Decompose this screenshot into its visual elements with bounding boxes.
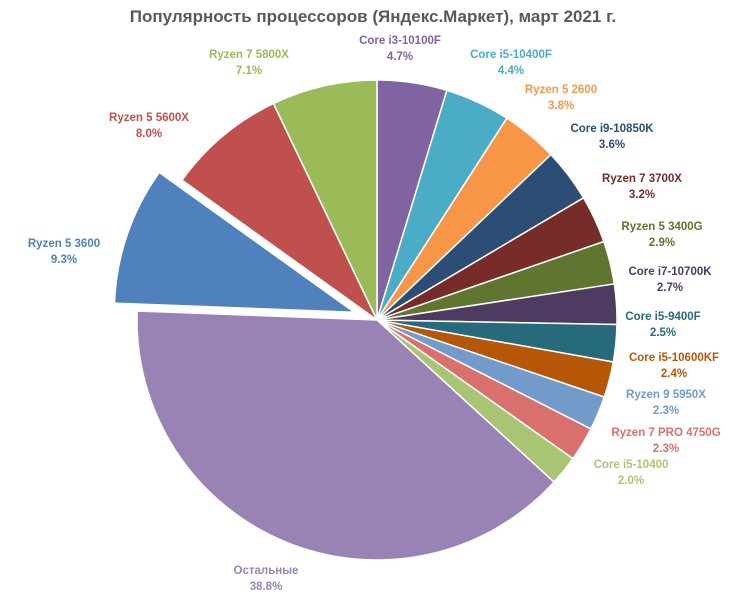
pie-slice-ryzen-5-5600x <box>180 102 378 321</box>
slice-label-name: Ryzen 5 2600 <box>525 84 597 96</box>
slice-label-value: 4.7% <box>387 51 413 63</box>
slice-label-ryzen-9-5950x: Ryzen 9 5950X 2.3% <box>626 389 706 417</box>
slice-label-ryzen-7-3700x: Ryzen 7 3700X 3.2% <box>602 173 682 201</box>
slice-label-core-i5-10600kf: Core i5-10600KF 2.4% <box>629 352 719 380</box>
slice-label-ryzen-7-5800x: Ryzen 7 5800X 7.1% <box>209 49 289 77</box>
slice-label-name: Остальные <box>234 565 299 577</box>
slice-label-value: 4.4% <box>498 65 524 77</box>
slice-label-остальные: Остальные 38.8% <box>234 565 299 593</box>
slice-label-name: Ryzen 5 5600X <box>109 112 189 124</box>
slice-label-name: Core i5-10400 <box>594 459 669 471</box>
slice-label-value: 8.0% <box>136 128 162 140</box>
slice-label-ryzen-5-2600: Ryzen 5 2600 3.8% <box>525 84 597 112</box>
slice-label-ryzen-5-3400g: Ryzen 5 3400G 2.9% <box>621 221 702 249</box>
slice-label-value: 2.3% <box>653 443 679 455</box>
slice-label-core-i5-10400: Core i5-10400 2.0% <box>594 459 669 487</box>
slice-label-name: Ryzen 7 3700X <box>602 173 682 185</box>
pie-slice-остальные <box>136 310 556 561</box>
slice-label-name: Core i7-10700K <box>628 266 712 278</box>
slice-label-core-i7-10700k: Core i7-10700K 2.7% <box>628 266 712 294</box>
slice-label-name: Ryzen 5 3600 <box>28 238 100 250</box>
slice-label-value: 2.5% <box>650 327 676 339</box>
slice-label-core-i9-10850k: Core i9-10850K 3.6% <box>570 123 654 151</box>
slice-label-core-i5-10400f: Core i5-10400F 4.4% <box>470 49 552 77</box>
slice-label-value: 2.3% <box>653 405 679 417</box>
slice-label-value: 9.3% <box>51 254 77 266</box>
slice-label-name: Ryzen 5 3400G <box>621 221 702 233</box>
slice-label-value: 2.4% <box>661 368 687 380</box>
slice-label-core-i5-9400f: Core i5-9400F 2.5% <box>625 311 700 339</box>
slice-label-name: Core i3-10100F <box>359 35 441 47</box>
slice-label-value: 38.8% <box>250 581 283 593</box>
slice-label-name: Core i9-10850K <box>570 123 654 135</box>
slice-label-value: 3.2% <box>629 189 655 201</box>
slice-label-value: 2.0% <box>618 475 644 487</box>
slice-label-ryzen-5-5600x: Ryzen 5 5600X 8.0% <box>109 112 189 140</box>
slice-label-name: Ryzen 7 5800X <box>209 49 289 61</box>
slice-label-name: Ryzen 9 5950X <box>626 389 706 401</box>
chart-title: Популярность процессоров (Яндекс.Маркет)… <box>129 7 617 26</box>
pie-slice-ryzen-5-3600 <box>113 171 357 314</box>
pie-slice-ryzen-7-5800x <box>272 79 378 321</box>
slice-label-value: 2.7% <box>657 282 683 294</box>
slice-label-value: 3.8% <box>548 100 574 112</box>
slice-label-value: 7.1% <box>236 65 262 77</box>
slice-label-name: Core i5-10600KF <box>629 352 719 364</box>
slice-label-value: 2.9% <box>649 237 675 249</box>
slice-label-ryzen-5-3600: Ryzen 5 3600 9.3% <box>28 238 100 266</box>
slice-label-value: 3.6% <box>599 139 625 151</box>
slice-label-ryzen-7-pro-4750g: Ryzen 7 PRO 4750G 2.3% <box>611 427 720 455</box>
slice-label-core-i3-10100f: Core i3-10100F 4.7% <box>359 35 441 63</box>
slice-label-name: Core i5-9400F <box>625 311 700 323</box>
slice-label-name: Core i5-10400F <box>470 49 552 61</box>
slice-label-name: Ryzen 7 PRO 4750G <box>611 427 720 439</box>
